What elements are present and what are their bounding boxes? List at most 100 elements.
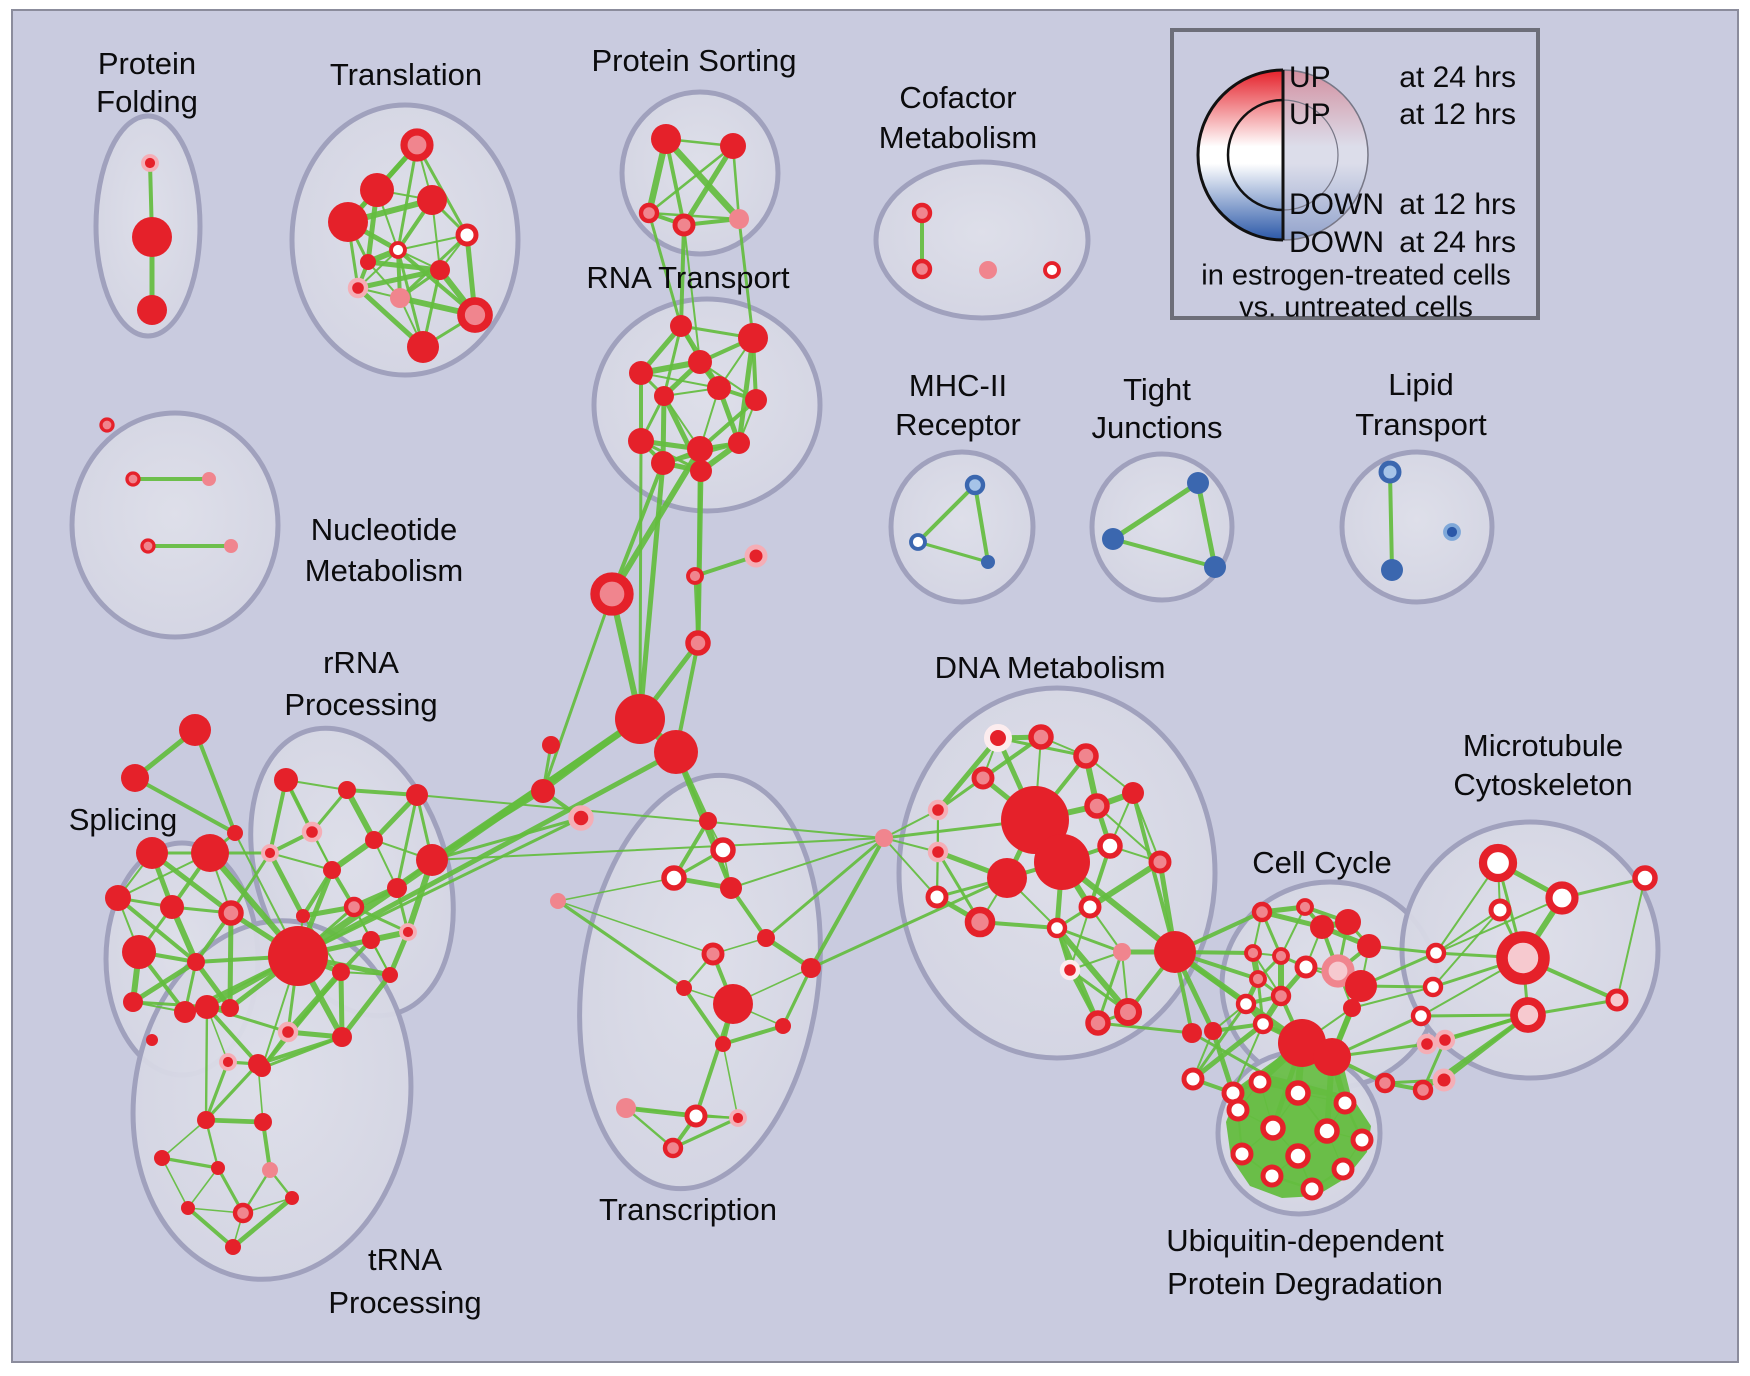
network-edge xyxy=(1388,470,1394,572)
network-edge xyxy=(610,461,665,596)
network-edge xyxy=(269,852,333,871)
network-node-dm-11 xyxy=(964,906,996,938)
network-node-dm-20 xyxy=(1085,1010,1111,1036)
network-node-dm-1 xyxy=(1028,724,1054,750)
network-node-mt-6 xyxy=(1605,988,1629,1012)
network-node-tr-8 xyxy=(181,1201,195,1215)
network-node-rr-2 xyxy=(338,781,356,799)
network-edge xyxy=(1087,859,1163,910)
network-node-tl-10 xyxy=(407,331,439,363)
network-node-rt-3 xyxy=(688,350,712,374)
network-node-sp-5 xyxy=(122,935,156,969)
network-node-fx-15 xyxy=(1422,976,1444,998)
network-node-tl-11 xyxy=(360,254,376,270)
network-node-cc-19 xyxy=(1343,999,1361,1017)
network-node-dm-16 xyxy=(1113,997,1143,1027)
cluster-label-cc: Cell Cycle xyxy=(1252,845,1392,880)
network-edge xyxy=(916,540,990,564)
network-node-mh-0 xyxy=(964,474,986,496)
network-node-dm-4 xyxy=(927,799,949,821)
network-edge xyxy=(187,1167,219,1209)
network-node-tr-4 xyxy=(254,1113,272,1131)
network-node-tc-14 xyxy=(729,1109,747,1127)
cluster-ellipse-tj xyxy=(1089,451,1235,603)
network-node-tr-10 xyxy=(285,1191,299,1205)
network-edge xyxy=(1190,1021,1266,1082)
legend-time-4: at 24 hrs xyxy=(1399,226,1516,259)
network-node-ps-2 xyxy=(638,202,660,224)
network-node-dm-5 xyxy=(1122,782,1144,804)
network-edge xyxy=(338,969,345,1040)
network-node-tc-3 xyxy=(720,877,742,899)
cluster-ellipse-rt xyxy=(591,296,823,514)
network-edge xyxy=(397,234,468,251)
network-node-dm-12 xyxy=(1078,895,1102,919)
network-node-dm-14 xyxy=(1113,943,1131,961)
network-edge xyxy=(230,1195,295,1250)
network-node-fx-6 xyxy=(685,630,711,656)
network-node-tr-7 xyxy=(262,1162,278,1178)
network-node-lt-2 xyxy=(1443,523,1461,541)
network-edge xyxy=(204,1062,260,1122)
legend-circle-left-half xyxy=(1198,70,1283,240)
network-node-mh-1 xyxy=(909,533,927,551)
network-node-pf-2 xyxy=(137,295,167,325)
network-edge xyxy=(1435,909,1501,954)
network-node-dm-0 xyxy=(983,723,1013,753)
network-node-tl-7 xyxy=(347,277,369,299)
network-node-fx-17 xyxy=(1416,1033,1438,1055)
network-node-cf-3 xyxy=(1043,261,1061,279)
cluster-label-tl: Translation xyxy=(330,57,482,92)
network-edge xyxy=(1111,537,1217,569)
network-edge xyxy=(256,1035,344,1066)
network-node-ps-3 xyxy=(672,213,696,237)
network-node-mt-3 xyxy=(1632,865,1658,891)
network-node-fx-10 xyxy=(531,779,555,803)
network-node-cc-16 xyxy=(1313,1038,1351,1076)
legend-direction-2: UP xyxy=(1289,98,1331,131)
network-edge xyxy=(416,794,885,839)
legend-time-1: at 24 hrs xyxy=(1399,61,1516,94)
cluster-label-tj-line2: Junctions xyxy=(1092,410,1223,445)
network-edge xyxy=(1096,1021,1194,1035)
network-node-tl-1 xyxy=(360,173,394,207)
network-node-rr-14 xyxy=(332,963,350,981)
network-node-cc-1 xyxy=(1296,898,1314,916)
network-node-rr-11 xyxy=(296,909,310,923)
network-node-tr-0 xyxy=(195,995,219,1019)
network-node-cc-12 xyxy=(1270,985,1292,1007)
network-node-nm-0 xyxy=(99,417,115,433)
network-node-nm-3 xyxy=(140,538,156,554)
network-edge xyxy=(344,787,377,843)
network-node-fx-1 xyxy=(121,764,149,792)
network-edge xyxy=(203,1117,266,1125)
network-node-ub-0 xyxy=(1248,1070,1272,1094)
network-edge xyxy=(557,877,675,902)
network-node-dm-3 xyxy=(971,766,995,790)
network-node-cc-13 xyxy=(1252,1013,1274,1035)
network-node-mt-4 xyxy=(1496,931,1550,985)
network-edge xyxy=(722,1043,739,1119)
network-node-ub-2 xyxy=(1333,1091,1357,1115)
network-node-mt-1 xyxy=(1545,881,1579,915)
network-node-rt-7 xyxy=(628,428,654,454)
network-node-cc-10 xyxy=(1249,970,1267,988)
network-edge xyxy=(268,778,288,855)
network-node-rt-0 xyxy=(670,315,692,337)
cluster-label-mt-line1: Microtubule xyxy=(1463,728,1623,763)
network-edge xyxy=(1195,480,1218,570)
network-edge xyxy=(1232,1023,1264,1094)
network-node-rr-1 xyxy=(274,768,298,792)
network-node-tc-5 xyxy=(757,929,775,947)
network-node-dm-9 xyxy=(1148,850,1172,874)
network-node-rr-4 xyxy=(301,821,323,843)
network-node-ps-0 xyxy=(651,124,681,154)
network-edge xyxy=(683,224,701,363)
network-node-rt-9 xyxy=(728,432,750,454)
network-node-fx-8 xyxy=(654,730,698,774)
network-edge xyxy=(809,836,886,970)
network-node-dm-18 xyxy=(1034,834,1090,890)
network-node-tc-1 xyxy=(710,837,736,863)
network-node-pf-1 xyxy=(132,217,172,257)
